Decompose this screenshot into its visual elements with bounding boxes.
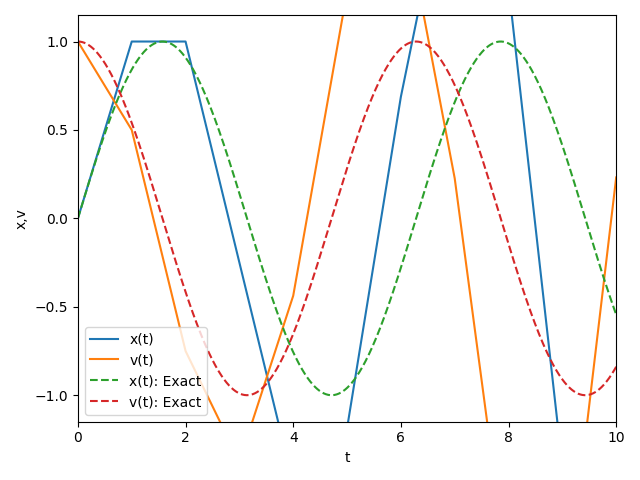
v(t): Exact: (4.41, -0.294): Exact: (4.41, -0.294) — [312, 267, 319, 273]
x(t) — [182, 39, 189, 45]
v(t) — [289, 293, 297, 299]
x(t): Exact: (0, 0): Exact: (0, 0) — [74, 216, 82, 221]
x(t): Exact: (4.71, -1): Exact: (4.71, -1) — [328, 392, 335, 398]
x(t): Exact: (1.02, 0.853): Exact: (1.02, 0.853) — [129, 65, 137, 71]
v(t) — [236, 458, 243, 464]
v(t) — [128, 127, 136, 133]
v(t): Exact: (7.81, 0.0462): Exact: (7.81, 0.0462) — [494, 207, 502, 213]
x(t) — [128, 39, 136, 45]
X-axis label: t: t — [344, 451, 350, 465]
v(t): Exact: (3.14, -1): Exact: (3.14, -1) — [243, 392, 251, 398]
x(t): Exact: (10, -0.544): Exact: (10, -0.544) — [612, 312, 620, 317]
Y-axis label: x,v: x,v — [15, 208, 29, 229]
v(t): Exact: (7.99, -0.134): Exact: (7.99, -0.134) — [504, 239, 512, 245]
x(t) — [343, 425, 351, 431]
x(t) — [559, 464, 566, 469]
x(t): Exact: (4.05, -0.791): Exact: (4.05, -0.791) — [292, 355, 300, 361]
v(t): Exact: (6.88, 0.829): Exact: (6.88, 0.829) — [444, 69, 452, 75]
x(t): Exact: (7.82, 0.999): Exact: (7.82, 0.999) — [495, 39, 502, 45]
v(t): Exact: (1.02, 0.522): Exact: (1.02, 0.522) — [129, 123, 137, 129]
x(t) — [74, 216, 82, 221]
x(t): Exact: (6.89, 0.568): Exact: (6.89, 0.568) — [445, 115, 452, 121]
x(t): Exact: (4.41, -0.956): Exact: (4.41, -0.956) — [312, 384, 319, 390]
Line: v(t): Exact: v(t): Exact — [78, 42, 616, 395]
v(t) — [182, 348, 189, 354]
Legend: x(t), v(t), x(t): Exact, v(t): Exact: x(t), v(t), x(t): Exact, v(t): Exact — [85, 327, 207, 415]
v(t) — [451, 175, 458, 181]
Line: x(t): Exact: x(t): Exact — [78, 42, 616, 395]
v(t): Exact: (0, 1): Exact: (0, 1) — [74, 39, 82, 45]
Line: x(t): x(t) — [78, 0, 616, 480]
x(t): Exact: (1.57, 1): Exact: (1.57, 1) — [159, 39, 166, 45]
v(t): Exact: (10, -0.839): Exact: (10, -0.839) — [612, 364, 620, 370]
Line: v(t): v(t) — [78, 0, 616, 480]
x(t): Exact: (8, 0.99): Exact: (8, 0.99) — [504, 40, 512, 46]
v(t) — [74, 39, 82, 45]
x(t) — [397, 94, 404, 100]
v(t) — [612, 175, 620, 180]
v(t): Exact: (4.05, -0.612): Exact: (4.05, -0.612) — [292, 324, 300, 329]
x(t) — [236, 260, 243, 265]
